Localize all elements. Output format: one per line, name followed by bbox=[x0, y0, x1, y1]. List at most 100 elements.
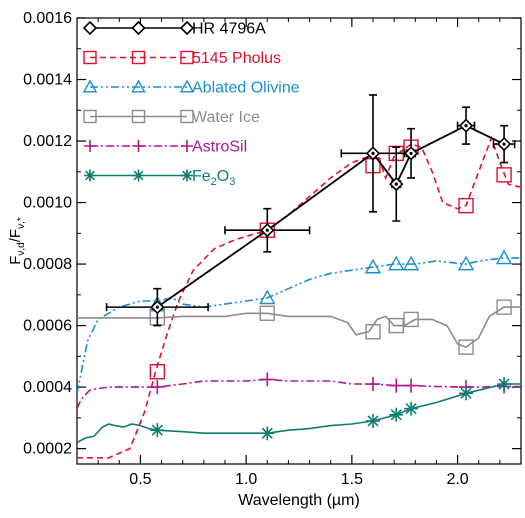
legend-marker-hr-4796a-shape bbox=[131, 20, 146, 36]
series-point-ablated-olivine-shape bbox=[388, 255, 405, 271]
legend-label-5145-pholus: 5145 Pholus bbox=[192, 50, 281, 67]
legend-label-astrosil: AstroSil bbox=[192, 139, 247, 156]
legend-label-hr-4796a: HR 4796A bbox=[192, 21, 266, 38]
legend-marker-ablated-olivine bbox=[131, 79, 146, 93]
series-line-ablated-olivine bbox=[77, 257, 521, 394]
legend-marker-fe-o-shape bbox=[132, 169, 145, 182]
series-point-fe-o bbox=[389, 407, 404, 422]
legend-marker-hr-4796a-shape bbox=[179, 20, 195, 36]
series-point-fe-o-shape bbox=[497, 377, 512, 392]
x-tick-label: 0.5 bbox=[129, 471, 151, 488]
legend-marker-ablated-olivine-shape bbox=[131, 79, 146, 93]
legend-marker-ablated-olivine-shape bbox=[82, 79, 98, 93]
series-point-astrosil-shape bbox=[150, 380, 165, 395]
y-tick-label: 0.0010 bbox=[23, 195, 72, 212]
observed-point-center bbox=[155, 305, 159, 309]
x-tick-label: 1.5 bbox=[341, 471, 363, 488]
series-point-astrosil-shape bbox=[366, 377, 380, 392]
legend-marker-5145-pholus-shape bbox=[180, 50, 194, 65]
series-point-astrosil-shape bbox=[260, 372, 275, 387]
series-point-fe-o-shape bbox=[150, 423, 165, 438]
legend-marker-5145-pholus-shape bbox=[83, 50, 97, 65]
x-tick-label: 1.0 bbox=[235, 471, 257, 488]
series-point-astrosil bbox=[389, 378, 404, 393]
series-point-water-ice-shape bbox=[259, 305, 275, 321]
series-point-ablated-olivine-shape bbox=[495, 249, 513, 265]
series-point-water-ice bbox=[496, 299, 512, 315]
series-point-fe-o bbox=[260, 426, 275, 441]
model-curves bbox=[77, 135, 521, 459]
series-point-5145-pholus bbox=[496, 167, 512, 183]
legend-marker-5145-pholus bbox=[83, 50, 97, 65]
series-point-water-ice bbox=[403, 311, 419, 328]
series-point-5145-pholus bbox=[458, 197, 474, 214]
series-point-water-ice-shape bbox=[496, 299, 512, 315]
series-point-astrosil bbox=[404, 378, 419, 393]
legend-marker-water-ice-shape bbox=[83, 109, 97, 124]
axis-ticks: 0.5 1.0 1.5 2.0 0.0002 0.0004 0.0006 0.0008 0.00… bbox=[23, 10, 521, 488]
series-point-water-ice bbox=[458, 339, 474, 355]
y-tick-label: 0.0016 bbox=[23, 10, 72, 27]
legend-marker-water-ice bbox=[131, 109, 146, 124]
plot-frame bbox=[76, 17, 522, 465]
legend-marker-ablated-olivine bbox=[179, 79, 195, 93]
legend-marker-astrosil bbox=[181, 140, 193, 152]
y-tick-label: 0.0012 bbox=[23, 133, 72, 150]
series-point-water-ice bbox=[365, 324, 381, 340]
series-point-ablated-olivine bbox=[364, 258, 382, 274]
legend-marker-fe-o bbox=[84, 169, 96, 182]
legend-marker-astrosil-shape bbox=[181, 140, 193, 152]
observed-point-center bbox=[502, 142, 506, 146]
series-point-fe-o-shape bbox=[260, 426, 275, 441]
series-point-fe-o-shape bbox=[459, 386, 474, 401]
series-point-ablated-olivine-shape bbox=[259, 289, 276, 305]
series-point-water-ice-shape bbox=[388, 317, 404, 334]
series-point-5145-pholus bbox=[149, 364, 166, 380]
series-point-fe-o-shape bbox=[404, 401, 419, 416]
series-point-ablated-olivine-shape bbox=[364, 258, 382, 274]
x-tick-label: 2.0 bbox=[446, 471, 468, 488]
legend-marker-hr-4796a bbox=[82, 20, 98, 36]
y-tick-label: 0.0004 bbox=[23, 379, 72, 396]
y-tick-label: 0.0006 bbox=[23, 318, 72, 335]
legend-marker-hr-4796a bbox=[179, 20, 195, 36]
y-axis-label-text: Fν,d/Fν,* bbox=[7, 217, 27, 265]
series-point-astrosil bbox=[150, 380, 165, 395]
legend-marker-hr-4796a bbox=[131, 20, 146, 36]
observed-data bbox=[105, 94, 516, 327]
y-tick-label: 0.0002 bbox=[23, 441, 72, 458]
legend-marker-water-ice bbox=[180, 109, 194, 124]
series-point-fe-o bbox=[366, 413, 380, 428]
x-axis-label: Wavelength (µm) bbox=[238, 492, 360, 509]
observed-point-center bbox=[265, 228, 269, 232]
series-point-fe-o bbox=[459, 386, 474, 401]
series-point-fe-o bbox=[150, 423, 165, 438]
legend-marker-5145-pholus-shape bbox=[131, 50, 146, 65]
legend-marker-water-ice bbox=[83, 109, 97, 124]
observed-point-center bbox=[394, 182, 398, 186]
series-point-fe-o-shape bbox=[389, 407, 404, 422]
legend-marker-astrosil bbox=[132, 140, 145, 152]
legend-marker-5145-pholus bbox=[131, 50, 146, 65]
y-tick-label: 0.0014 bbox=[23, 72, 72, 89]
series-point-fe-o-shape bbox=[366, 413, 380, 428]
series-point-ablated-olivine bbox=[457, 255, 475, 271]
y-axis-label: Fν,d/Fν,* bbox=[7, 217, 27, 265]
series-line-astrosil bbox=[77, 378, 521, 409]
legend-marker-5145-pholus bbox=[180, 50, 194, 65]
series-point-water-ice-shape bbox=[403, 311, 419, 328]
series-point-5145-pholus-shape bbox=[496, 167, 512, 183]
legend-marker-fe-o bbox=[132, 169, 145, 182]
observed-point-center bbox=[371, 151, 375, 155]
series-point-ablated-olivine-shape bbox=[457, 255, 475, 271]
series-point-astrosil bbox=[366, 377, 380, 392]
series-point-5145-pholus-shape bbox=[149, 364, 166, 380]
series-line-water-ice bbox=[77, 306, 521, 348]
series-point-water-ice bbox=[388, 317, 404, 334]
legend-marker-water-ice-shape bbox=[180, 109, 194, 124]
series-point-ablated-olivine-shape bbox=[402, 255, 420, 271]
observed-point-center bbox=[409, 151, 413, 155]
series-point-astrosil-shape bbox=[389, 378, 404, 393]
series-line-fe-o bbox=[77, 383, 521, 444]
